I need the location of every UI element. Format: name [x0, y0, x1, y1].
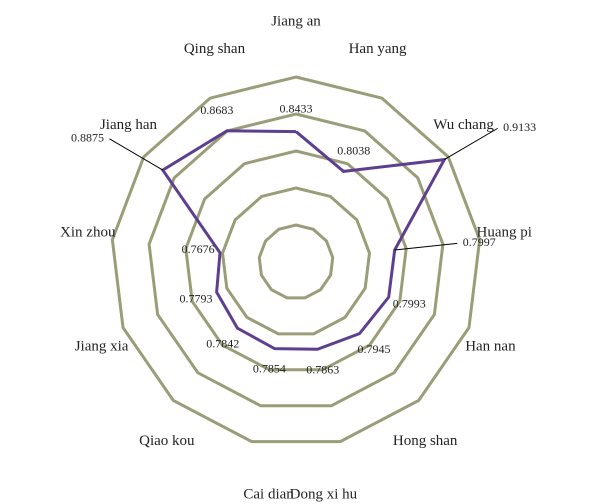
value-label: 0.7793 — [180, 292, 213, 306]
value-label: 0.8038 — [337, 144, 370, 158]
category-label: Qiao kou — [139, 433, 195, 449]
grid-ring — [110, 75, 482, 444]
leader-line — [109, 138, 164, 171]
category-label: Jiang an — [271, 13, 321, 29]
value-label: 0.8683 — [200, 103, 233, 117]
grid-ring — [221, 186, 371, 336]
category-label: Xin zhou — [60, 225, 116, 241]
value-label: 0.7863 — [306, 362, 339, 376]
category-label: Huang pi — [477, 225, 532, 241]
category-label: Cai dian — [243, 486, 294, 502]
category-label: Dong xi hu — [290, 486, 358, 502]
category-label: Wu chang — [433, 117, 494, 133]
category-label: Han yang — [349, 41, 407, 57]
leader-line — [394, 242, 458, 251]
value-label: 0.7945 — [358, 342, 391, 356]
value-label: 0.8433 — [280, 101, 313, 115]
category-label: Han nan — [465, 339, 516, 355]
value-label: 0.7842 — [206, 336, 239, 350]
category-label: Jiang xia — [75, 339, 129, 355]
leader-line — [444, 127, 498, 161]
value-label: 0.7993 — [393, 297, 426, 311]
grid-ring — [257, 223, 335, 300]
category-label: Jiang han — [100, 117, 158, 133]
grid-ring — [147, 112, 445, 408]
value-label: 0.7854 — [253, 362, 286, 376]
value-label: 0.8875 — [71, 131, 104, 145]
category-label: Hong shan — [393, 433, 458, 449]
category-label: Qing shan — [184, 41, 246, 57]
series-line — [160, 129, 448, 351]
value-label: 0.7997 — [463, 235, 496, 249]
value-label: 0.7676 — [182, 242, 215, 256]
value-label: 0.9133 — [503, 120, 536, 134]
grid-ring — [184, 149, 408, 372]
